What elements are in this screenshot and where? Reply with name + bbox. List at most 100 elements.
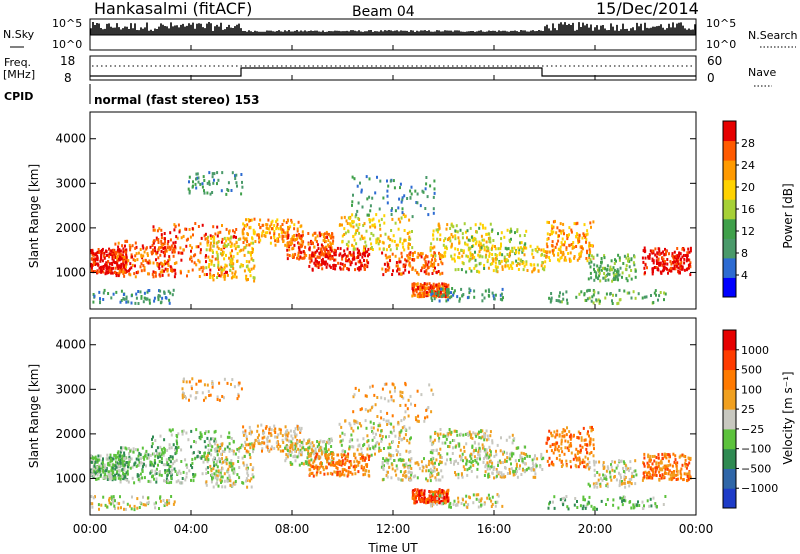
power-cell — [93, 294, 96, 298]
velocity-cell — [230, 437, 233, 440]
velocity-cell — [531, 458, 534, 462]
velocity-cell — [481, 429, 484, 433]
power-cell — [434, 257, 436, 261]
power-cell — [467, 238, 470, 242]
power-cell — [590, 260, 593, 264]
velocity-cell — [437, 478, 440, 482]
power-cell — [515, 259, 518, 263]
power-cell — [644, 271, 646, 275]
power-cell — [462, 251, 465, 255]
velocity-cell — [216, 465, 219, 469]
power-cell — [357, 201, 360, 205]
power-cell — [93, 263, 95, 266]
power-cell — [361, 252, 364, 256]
power-cell — [320, 259, 323, 262]
power-cell — [541, 252, 543, 256]
power-cell — [240, 263, 243, 267]
velocity-cell — [398, 441, 400, 444]
power-cell — [223, 266, 226, 270]
power-cell — [249, 218, 252, 222]
velocity-cell — [214, 476, 217, 480]
velocity-cell — [141, 469, 144, 473]
velocity-cell — [205, 480, 208, 484]
power-cell — [131, 263, 134, 267]
velocity-cell — [135, 457, 138, 461]
velocity-cell — [515, 464, 518, 468]
velocity-cell — [112, 474, 115, 478]
velocity-cell — [258, 442, 261, 446]
velocity-cell — [93, 463, 96, 467]
velocity-cell — [125, 447, 128, 451]
power-cell — [398, 197, 401, 201]
power-cell — [519, 241, 522, 245]
velocity-cell — [294, 427, 297, 431]
power-cell — [432, 229, 435, 233]
power-cell — [475, 263, 478, 267]
power-cell — [326, 232, 329, 236]
velocity-cell — [191, 466, 194, 470]
power-cell — [611, 302, 614, 305]
velocity-cell — [170, 433, 173, 437]
power-cell — [666, 258, 669, 261]
velocity-cell — [289, 461, 292, 465]
power-cell — [443, 293, 446, 297]
power-cell — [240, 173, 243, 176]
power-cell — [483, 263, 486, 267]
velocity-cell — [348, 440, 351, 443]
power-cell — [669, 266, 672, 270]
velocity-cell — [228, 435, 231, 439]
velocity-cell — [248, 453, 251, 456]
velocity-cell — [141, 446, 144, 450]
power-cell — [142, 254, 145, 258]
power-cell — [381, 267, 384, 271]
velocity-cell — [353, 452, 356, 456]
power-cell — [440, 260, 443, 264]
power-cell — [365, 244, 368, 248]
power-cell — [429, 264, 432, 268]
power-cell — [499, 247, 502, 251]
power-cell — [431, 263, 434, 266]
power-cell — [398, 267, 401, 271]
velocity-cell — [558, 434, 561, 438]
power-cell — [231, 271, 234, 275]
velocity-cell — [266, 445, 269, 449]
power-cell — [300, 239, 303, 243]
power-cell — [436, 237, 439, 241]
velocity-cell — [474, 459, 477, 462]
power-cell — [298, 236, 301, 240]
power-cell — [613, 276, 615, 280]
velocity-cell — [178, 481, 181, 485]
power-cell — [468, 267, 471, 271]
power-cell — [586, 259, 589, 263]
power-cell — [434, 254, 437, 258]
velocity-cell — [126, 469, 129, 473]
velocity-cell — [111, 459, 114, 463]
power-cell — [216, 182, 218, 186]
velocity-cell — [457, 472, 460, 476]
power-cell — [586, 251, 589, 255]
velocity-cell — [508, 457, 511, 461]
power-cell — [266, 223, 269, 227]
power-cell — [248, 219, 251, 223]
power-cell — [686, 254, 688, 258]
power-cell — [430, 296, 433, 300]
power-cell — [437, 228, 440, 231]
power-cell — [195, 186, 198, 190]
power-cell — [356, 251, 359, 255]
velocity-cell — [579, 432, 582, 435]
velocity-cell — [546, 438, 549, 442]
power-cell — [659, 291, 662, 294]
velocity-cell — [495, 449, 497, 453]
power-cell — [112, 260, 115, 264]
power-cell — [339, 262, 342, 266]
power-cell — [198, 260, 201, 264]
velocity-cell — [96, 467, 99, 471]
power-cell — [110, 249, 113, 253]
power-cell — [204, 255, 207, 259]
power-cell — [411, 284, 414, 288]
power-cell — [669, 269, 672, 273]
power-cell — [281, 237, 284, 241]
power-cell — [400, 255, 403, 259]
power-cell — [565, 258, 568, 262]
power-cell — [431, 287, 434, 291]
